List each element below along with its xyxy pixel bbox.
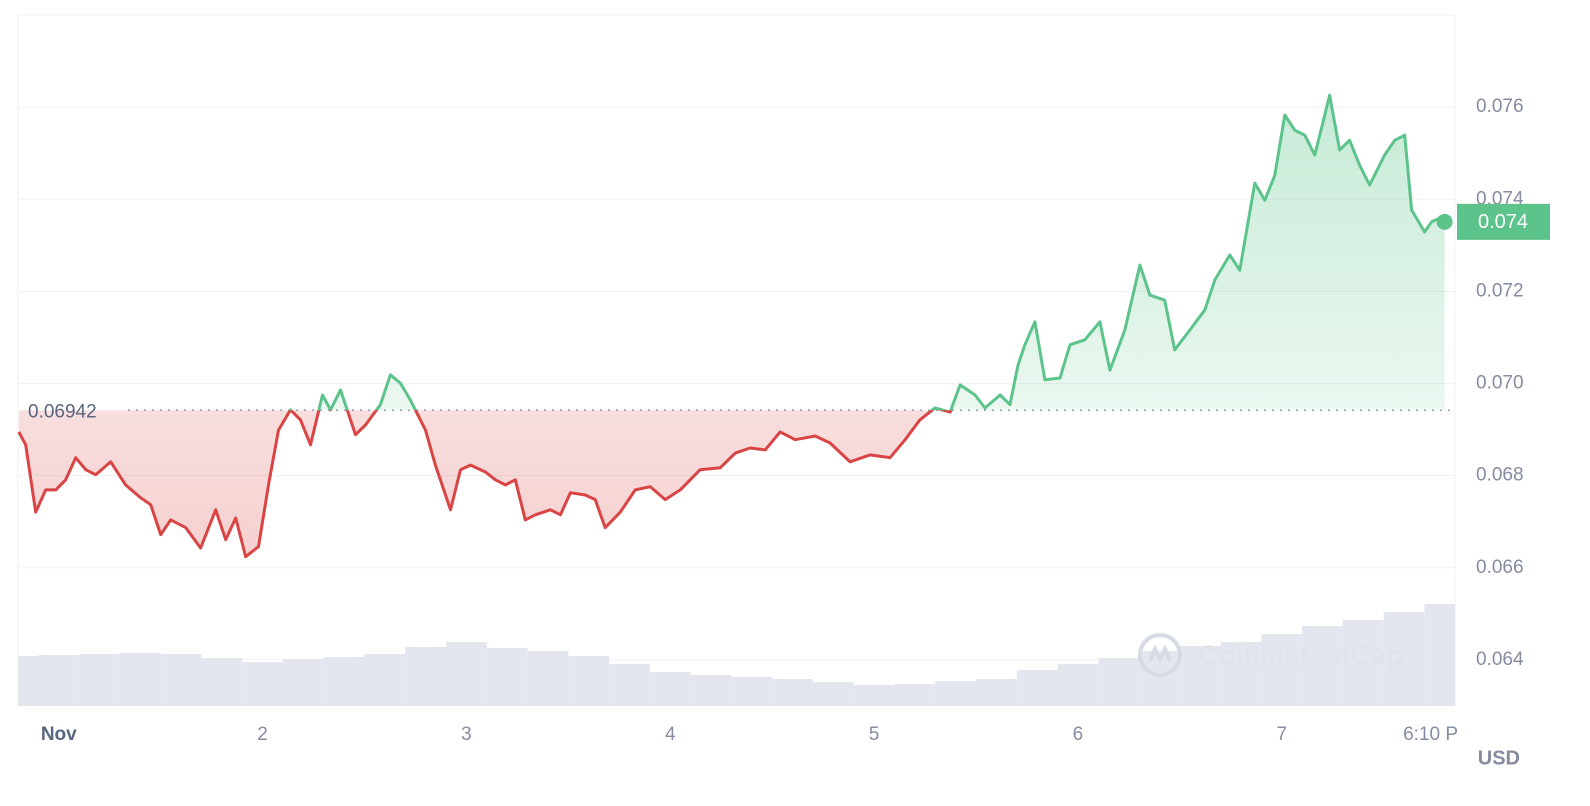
x-tick-label: 3	[461, 724, 472, 745]
volume-bar	[894, 684, 936, 706]
watermark: CoinMarketCap	[1198, 639, 1403, 670]
volume-bar	[242, 662, 283, 706]
y-tick-label: 0.070	[1476, 373, 1524, 394]
volume-bar	[323, 657, 365, 706]
volume-bar	[38, 655, 80, 706]
last-price-dot	[1436, 213, 1453, 230]
y-tick-label: 0.072	[1476, 280, 1524, 301]
volume-bar	[486, 648, 528, 706]
x-tick-label: 7	[1276, 724, 1287, 745]
price-line-down	[17, 410, 953, 559]
volume-bar	[1057, 664, 1099, 706]
volume-bar	[1016, 670, 1058, 706]
y-tick-label: 0.066	[1476, 557, 1524, 578]
volume-bar	[1220, 642, 1262, 706]
x-tick-label: 6	[1073, 724, 1084, 745]
y-tick-label: 0.076	[1476, 96, 1524, 117]
x-tick-label: 4	[665, 724, 676, 745]
x-tick-label: 6:10 P	[1403, 724, 1458, 745]
volume-bar	[160, 654, 202, 706]
volume-bar	[119, 653, 161, 706]
volume-bar	[282, 659, 324, 706]
volume-bar	[772, 679, 813, 706]
volume-bar	[976, 679, 1017, 706]
volume-bar	[568, 656, 610, 706]
volume-bar	[201, 658, 243, 706]
volume-bar	[1098, 658, 1140, 706]
last-price-label: 0.074	[1478, 211, 1528, 233]
volume-bar	[1179, 646, 1221, 706]
volume-bar	[1261, 634, 1303, 706]
volume-bar	[405, 647, 447, 706]
volume-bar	[364, 654, 406, 706]
baseline-label: 0.06942	[28, 401, 97, 422]
x-tick-label: Nov	[41, 724, 77, 745]
area-up	[18, 95, 1445, 411]
y-tick-label: 0.068	[1476, 465, 1524, 486]
last-price-box	[1457, 203, 1550, 240]
volume-bar	[1342, 620, 1384, 706]
volume-bar	[853, 685, 895, 706]
watermark-logo	[1138, 633, 1182, 677]
y-tick-label: 0.064	[1476, 649, 1524, 670]
volume-bar	[1424, 604, 1455, 706]
volume-bar	[649, 672, 691, 706]
volume-bar	[446, 642, 487, 706]
volume-bar	[1302, 626, 1343, 706]
currency-label: USD	[1478, 747, 1520, 769]
x-tick-label: 2	[257, 724, 268, 745]
volume-bar	[609, 664, 650, 706]
volume-bar	[690, 675, 732, 706]
volume-bar	[935, 681, 976, 706]
volume-bar	[812, 682, 854, 706]
volume-bar	[1383, 612, 1425, 706]
volume-bar	[527, 651, 569, 706]
volume-bar	[79, 654, 120, 706]
x-tick-label: 5	[869, 724, 880, 745]
price-line-up	[288, 93, 1446, 411]
volume-bar	[731, 677, 773, 706]
area-down	[18, 410, 951, 557]
